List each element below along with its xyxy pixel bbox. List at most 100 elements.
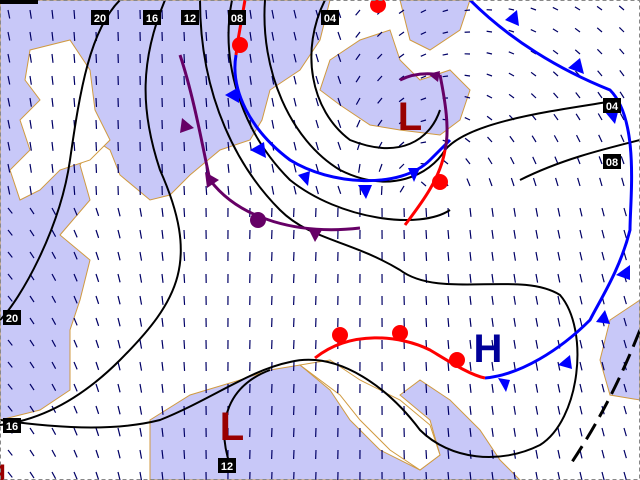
- wind-arrow: [315, 53, 319, 63]
- wind-arrow: [73, 185, 76, 195]
- wind-arrow: [271, 53, 275, 63]
- wind-arrow: [623, 317, 627, 327]
- wind-arrow: [73, 229, 78, 238]
- wind-arrow: [7, 295, 13, 302]
- wind-arrow: [183, 427, 186, 437]
- wind-arrow: [139, 449, 143, 459]
- wind-arrow: [7, 361, 13, 368]
- wind-arrow: [117, 383, 121, 393]
- wind-arrow: [579, 405, 583, 415]
- wind-arrow: [508, 29, 515, 33]
- wind-arrow: [315, 97, 319, 107]
- wind-arrow: [425, 229, 428, 239]
- wind-arrow: [51, 207, 57, 215]
- wind-arrow: [491, 361, 494, 371]
- wind-arrow: [358, 163, 361, 173]
- wind-arrow: [95, 317, 100, 327]
- wind-arrow: [205, 141, 208, 151]
- wind-arrow: [7, 339, 13, 346]
- wind-arrow: [139, 273, 143, 283]
- wind-arrow: [447, 251, 450, 261]
- wind-arrow: [535, 229, 539, 239]
- wind-arrow: [557, 317, 561, 327]
- wind-arrow: [315, 185, 319, 195]
- wind-arrow: [51, 97, 54, 107]
- wind-arrow: [513, 383, 516, 393]
- wind-arrow: [597, 91, 603, 99]
- wind-arrow: [161, 427, 164, 437]
- wind-arrow: [579, 251, 583, 261]
- wind-arrow: [183, 207, 186, 217]
- wind-arrow: [95, 251, 100, 261]
- wind-arrow: [575, 113, 581, 121]
- wind-arrow: [337, 97, 342, 106]
- wind-arrow: [293, 31, 297, 41]
- wind-arrow: [530, 29, 537, 33]
- wind-arrow: [486, 52, 493, 55]
- wind-arrow: [486, 73, 493, 77]
- wind-arrow: [161, 295, 164, 305]
- wind-arrow: [117, 273, 121, 283]
- wind-arrow: [117, 251, 121, 261]
- wind-arrow: [183, 273, 186, 283]
- wind-arrow: [579, 295, 583, 305]
- wind-arrow: [464, 117, 471, 121]
- wind-arrow: [271, 9, 275, 19]
- wind-arrow: [597, 70, 603, 77]
- wind-arrow: [29, 471, 35, 479]
- wind-arrow: [293, 53, 297, 63]
- wind-arrow: [513, 295, 516, 305]
- wind-arrow: [183, 251, 186, 261]
- high-pressure-label: H: [474, 327, 503, 371]
- wind-arrow: [227, 53, 230, 63]
- wind-arrow: [398, 97, 405, 103]
- wind-arrow: [7, 97, 11, 107]
- wind-arrow: [378, 163, 383, 172]
- wind-arrow: [117, 427, 121, 437]
- wind-arrow: [535, 383, 539, 393]
- wind-arrow: [161, 251, 164, 261]
- wind-arrow: [249, 97, 252, 107]
- wind-arrow: [51, 273, 57, 281]
- wind-arrow: [161, 207, 164, 217]
- wind-arrow: [620, 156, 625, 165]
- wind-arrow: [508, 8, 515, 11]
- warm-front: [403, 149, 447, 226]
- wind-arrow: [596, 48, 603, 55]
- wind-arrow: [532, 156, 537, 165]
- wind-arrow: [618, 26, 625, 33]
- wind-arrow: [487, 136, 493, 143]
- wind-arrow: [555, 177, 559, 187]
- wind-arrow: [161, 405, 164, 415]
- wind-arrow: [574, 6, 581, 11]
- wind-arrow: [623, 427, 627, 437]
- wind-arrow: [51, 119, 54, 129]
- wind-arrow: [447, 383, 450, 393]
- wind-arrow: [601, 207, 605, 217]
- wind-arrow: [29, 141, 32, 151]
- wind-arrow: [577, 177, 581, 187]
- wind-arrow: [447, 427, 450, 437]
- wind-arrow: [442, 9, 449, 13]
- wind-arrow: [420, 53, 427, 57]
- wind-arrow: [7, 251, 13, 258]
- wind-arrow: [491, 229, 494, 239]
- wind-arrow: [95, 383, 100, 393]
- isobar-label: 12: [221, 461, 233, 473]
- wind-arrow: [601, 273, 605, 283]
- corner-bar: [0, 0, 38, 4]
- wind-arrow: [73, 251, 78, 260]
- wind-arrow: [535, 207, 539, 217]
- wind-arrow: [51, 141, 54, 151]
- wind-arrow: [447, 449, 450, 459]
- wind-arrow: [601, 229, 605, 239]
- wind-arrow: [469, 251, 472, 261]
- isobar: [263, 0, 621, 183]
- low-pressure-label: L: [0, 457, 20, 480]
- wind-arrow: [249, 185, 252, 195]
- wind-arrow: [7, 471, 13, 478]
- isobar: [0, 0, 182, 426]
- wind-arrow: [513, 427, 516, 437]
- wind-arrow: [491, 317, 494, 327]
- wind-arrow: [7, 141, 11, 151]
